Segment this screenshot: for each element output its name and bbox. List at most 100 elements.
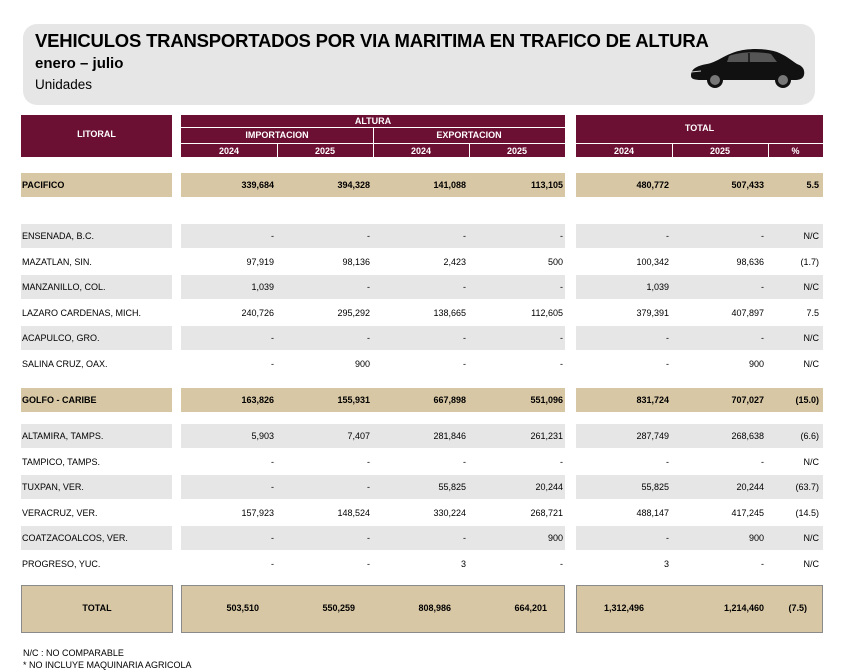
row-value: 330,224 — [433, 507, 466, 518]
row-value: 155,931 — [337, 395, 370, 405]
row-value: - — [666, 456, 669, 467]
row-value: 379,391 — [636, 307, 669, 318]
row-value: - — [560, 456, 563, 467]
row-value: N/C — [803, 558, 820, 569]
total-header: TOTAL 2024 2025 % — [576, 115, 823, 157]
row-value: N/C — [803, 282, 820, 292]
section-row-pacifico: PACIFICO 339,684 394,328 141,088 113,105 480,… — [21, 173, 823, 197]
row-label: ALTAMIRA, TAMPS. — [22, 431, 104, 441]
row-value: - — [560, 282, 563, 292]
row-value: 7,407 — [347, 431, 370, 441]
row-value: - — [367, 282, 370, 292]
row-value: 141,088 — [433, 180, 466, 190]
total-total-2025: 1,214,460 — [723, 603, 764, 613]
table-row: ENSENADA, B.C. - - - - - - N/C — [21, 224, 823, 248]
row-value: - — [666, 231, 669, 241]
row-value: (6.6) — [800, 431, 819, 441]
row-value: - — [271, 456, 274, 467]
row-value: N/C — [803, 358, 820, 369]
row-value: - — [463, 358, 466, 369]
report-title: VEHICULOS TRANSPORTADOS POR VIA MARITIMA… — [35, 30, 709, 51]
row-value: 900 — [748, 358, 764, 369]
row-value: 488,147 — [636, 507, 669, 518]
total-import-2024: 503,510 — [226, 603, 259, 613]
row-value: - — [761, 231, 764, 241]
row-value: 148,524 — [337, 507, 370, 518]
total-export-2024: 808,986 — [418, 603, 451, 613]
total-row: TOTAL 503,510 550,259 808,986 664,201 1,… — [21, 585, 823, 633]
row-value: (14.5) — [795, 507, 819, 518]
table-row: TAMPICO, TAMPS. - - - - - - N/C — [21, 449, 823, 474]
row-value: 417,245 — [731, 507, 764, 518]
row-value: N/C — [803, 333, 820, 343]
year-total-2024: 2024 — [613, 146, 635, 156]
report-header: VEHICULOS TRANSPORTADOS POR VIA MARITIMA… — [23, 24, 815, 105]
year-export-2025: 2025 — [506, 146, 528, 156]
row-value: 100,342 — [636, 256, 669, 267]
row-value: 268,638 — [731, 431, 764, 441]
row-value: 295,292 — [337, 307, 370, 318]
total-total-2024: 1,312,496 — [603, 603, 644, 613]
row-value: - — [367, 482, 370, 492]
row-label: TUXPAN, VER. — [22, 482, 84, 492]
row-value: - — [666, 333, 669, 343]
row-value: - — [560, 231, 563, 241]
row-value: - — [761, 456, 764, 467]
row-value: (15.0) — [795, 395, 819, 405]
row-value: - — [761, 282, 764, 292]
row-value: - — [367, 456, 370, 467]
row-value: 3 — [663, 558, 669, 569]
row-label: PROGRESO, YUC. — [22, 558, 101, 569]
car-icon — [690, 49, 805, 88]
row-value: - — [367, 558, 370, 569]
table-row: MANZANILLO, COL. 1,039 - - - 1,039 - N/C — [21, 275, 823, 299]
altura-header-label: ALTURA — [354, 116, 392, 126]
row-value: 5.5 — [806, 180, 819, 190]
table-row: ALTAMIRA, TAMPS. 5,903 7,407 281,846 261,231… — [21, 424, 823, 448]
year-total-pct: % — [791, 146, 800, 156]
row-value: 7.5 — [806, 307, 819, 318]
year-import-2025: 2025 — [314, 146, 336, 156]
row-value: - — [271, 333, 274, 343]
row-value: 55,825 — [438, 482, 466, 492]
table-row: VERACRUZ, VER. 157,923 148,524 330,224 268,7… — [21, 500, 823, 525]
row-value: 157,923 — [241, 507, 274, 518]
total-total-pct: (7.5) — [788, 603, 807, 613]
litoral-header: LITORAL — [21, 115, 172, 157]
row-value: N/C — [803, 456, 820, 467]
row-value: N/C — [803, 533, 820, 543]
row-value: 281,846 — [433, 431, 466, 441]
row-value: 407,897 — [731, 307, 764, 318]
table-row: COATZACOALCOS, VER. - - - 900 - 900 N/C — [21, 526, 823, 550]
row-value: (63.7) — [795, 482, 819, 492]
row-label: PACIFICO — [22, 180, 65, 190]
row-value: 1,039 — [646, 282, 669, 292]
row-value: 138,665 — [433, 307, 466, 318]
row-value: 507,433 — [731, 180, 764, 190]
year-import-2024: 2024 — [218, 146, 240, 156]
row-value: - — [560, 333, 563, 343]
table-row: SALINA CRUZ, OAX. - 900 - - - 900 N/C — [21, 351, 823, 376]
total-import-2025: 550,259 — [322, 603, 355, 613]
row-value: 480,772 — [636, 180, 669, 190]
table-row: TUXPAN, VER. - - 55,825 20,244 55,825 20,244 (6… — [21, 475, 823, 499]
row-value: - — [463, 456, 466, 467]
year-export-2024: 2024 — [410, 146, 432, 156]
row-value: - — [271, 558, 274, 569]
total-header-label: TOTAL — [684, 123, 715, 133]
row-value: 261,231 — [530, 431, 563, 441]
row-label: ENSENADA, B.C. — [22, 231, 95, 241]
importacion-header: IMPORTACION — [245, 130, 309, 140]
footnote-nc: N/C : NO COMPARABLE — [23, 648, 124, 658]
row-value: - — [463, 282, 466, 292]
row-value: - — [761, 558, 764, 569]
row-label: MAZATLAN, SIN. — [22, 256, 92, 267]
row-value: - — [367, 333, 370, 343]
row-label: TAMPICO, TAMPS. — [22, 456, 101, 467]
footnote-maquinaria: * NO INCLUYE MAQUINARIA AGRICOLA — [23, 660, 192, 670]
row-value: 551,096 — [530, 395, 563, 405]
row-value: - — [463, 533, 466, 543]
row-value: 268,721 — [530, 507, 563, 518]
row-value: 163,826 — [241, 395, 274, 405]
row-label: GOLFO - CARIBE — [22, 395, 97, 405]
